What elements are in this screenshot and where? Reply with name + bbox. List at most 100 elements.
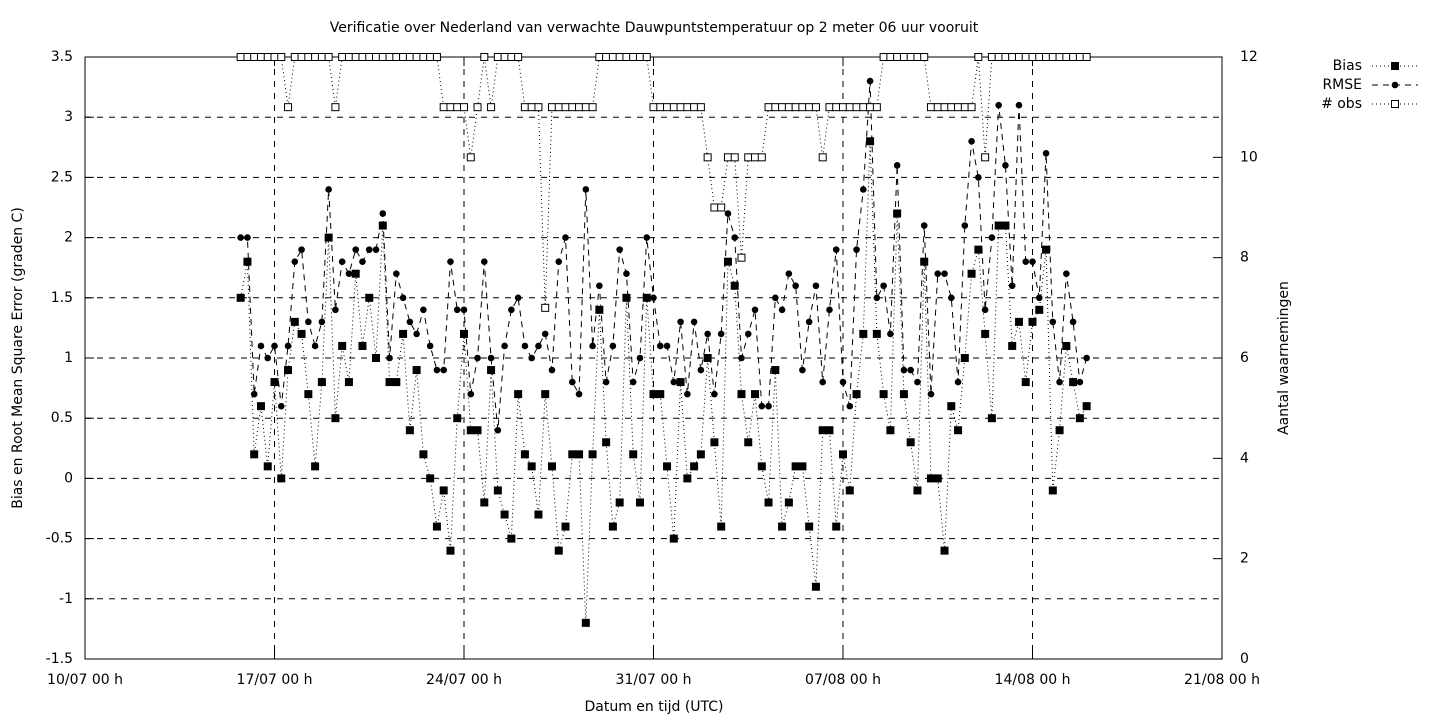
data-point (940, 103, 949, 112)
data-point (839, 378, 847, 386)
data-point (365, 293, 374, 302)
data-point (331, 414, 340, 423)
data-point (724, 210, 732, 217)
data-point (1049, 318, 1057, 326)
data-point (940, 546, 949, 555)
data-point (365, 246, 373, 253)
data-point (839, 450, 847, 459)
data-point (372, 354, 381, 362)
y-tick-label: 2 (64, 230, 73, 246)
data-point (879, 53, 888, 61)
data-point (507, 534, 516, 543)
data-point (974, 245, 983, 254)
data-point (250, 450, 259, 459)
data-point (372, 246, 380, 253)
data-point (987, 53, 996, 61)
data-point (981, 306, 989, 314)
data-point (385, 53, 394, 61)
y-tick-label: -0.5 (46, 531, 73, 547)
data-point (670, 378, 678, 386)
data-point (629, 53, 638, 61)
data-point (446, 103, 455, 112)
data-point (906, 438, 915, 447)
data-point (852, 390, 861, 399)
data-point (284, 342, 292, 350)
data-point (520, 450, 529, 459)
data-point (920, 257, 929, 266)
data-point (1035, 53, 1044, 61)
data-point (1042, 150, 1050, 157)
y2-tick-label: 2 (1240, 551, 1249, 567)
data-point (277, 53, 286, 61)
data-point (568, 378, 576, 386)
data-point (811, 103, 820, 112)
data-point (663, 462, 672, 471)
series-line (240, 141, 1088, 623)
data-point (751, 306, 759, 314)
data-point (399, 329, 408, 338)
data-point (541, 303, 550, 312)
data-point (581, 103, 590, 112)
data-point (872, 329, 881, 338)
data-point (405, 53, 414, 61)
data-point (311, 53, 320, 61)
data-point (1056, 378, 1063, 386)
x-axis-label: Datum en tijd (UTC) (584, 699, 723, 715)
data-point (1055, 426, 1064, 435)
data-point (453, 306, 461, 314)
data-point (920, 222, 928, 229)
y2-axis-label: Aantal waarnemingen (1276, 281, 1292, 435)
data-point (608, 53, 617, 61)
data-point (615, 498, 624, 507)
data-point (250, 390, 258, 398)
data-point (304, 53, 313, 61)
data-point (899, 390, 908, 399)
data-point (1075, 53, 1084, 61)
data-point (439, 486, 448, 495)
data-point (527, 103, 536, 112)
data-point (554, 103, 563, 112)
data-point (839, 103, 847, 112)
data-point (893, 53, 902, 61)
data-point (446, 546, 455, 555)
data-point (873, 294, 881, 302)
data-point (602, 438, 611, 447)
data-point (690, 103, 699, 112)
data-point (500, 53, 509, 61)
data-point (420, 306, 427, 314)
data-point (926, 474, 935, 483)
data-point (811, 582, 820, 591)
data-point (697, 366, 705, 374)
data-point (887, 330, 894, 338)
y-tick-label: 2.5 (51, 169, 73, 185)
data-point (987, 414, 996, 423)
data-point (1035, 294, 1043, 302)
data-point (554, 546, 563, 555)
x-tick-label: 24/07 00 h (426, 672, 502, 688)
data-point (365, 53, 374, 61)
data-point (1042, 53, 1051, 61)
data-point (981, 153, 990, 162)
data-point (913, 53, 922, 61)
y2-tick-label: 8 (1240, 250, 1249, 266)
data-point (1035, 305, 1044, 314)
data-point (439, 103, 448, 112)
data-point (723, 257, 732, 266)
data-point (880, 282, 887, 290)
data-point (399, 53, 408, 61)
data-point (284, 366, 293, 375)
y-tick-label: -1 (59, 591, 73, 607)
data-point (426, 342, 434, 350)
legend-label: Bias (1333, 58, 1362, 74)
data-point (1048, 53, 1057, 61)
data-point (926, 103, 935, 112)
data-point (575, 103, 584, 112)
data-point (284, 103, 293, 112)
data-point (744, 330, 752, 338)
data-point (832, 246, 840, 253)
data-point (832, 522, 841, 531)
data-point (277, 474, 286, 483)
data-point (480, 53, 489, 61)
data-point (256, 402, 265, 411)
